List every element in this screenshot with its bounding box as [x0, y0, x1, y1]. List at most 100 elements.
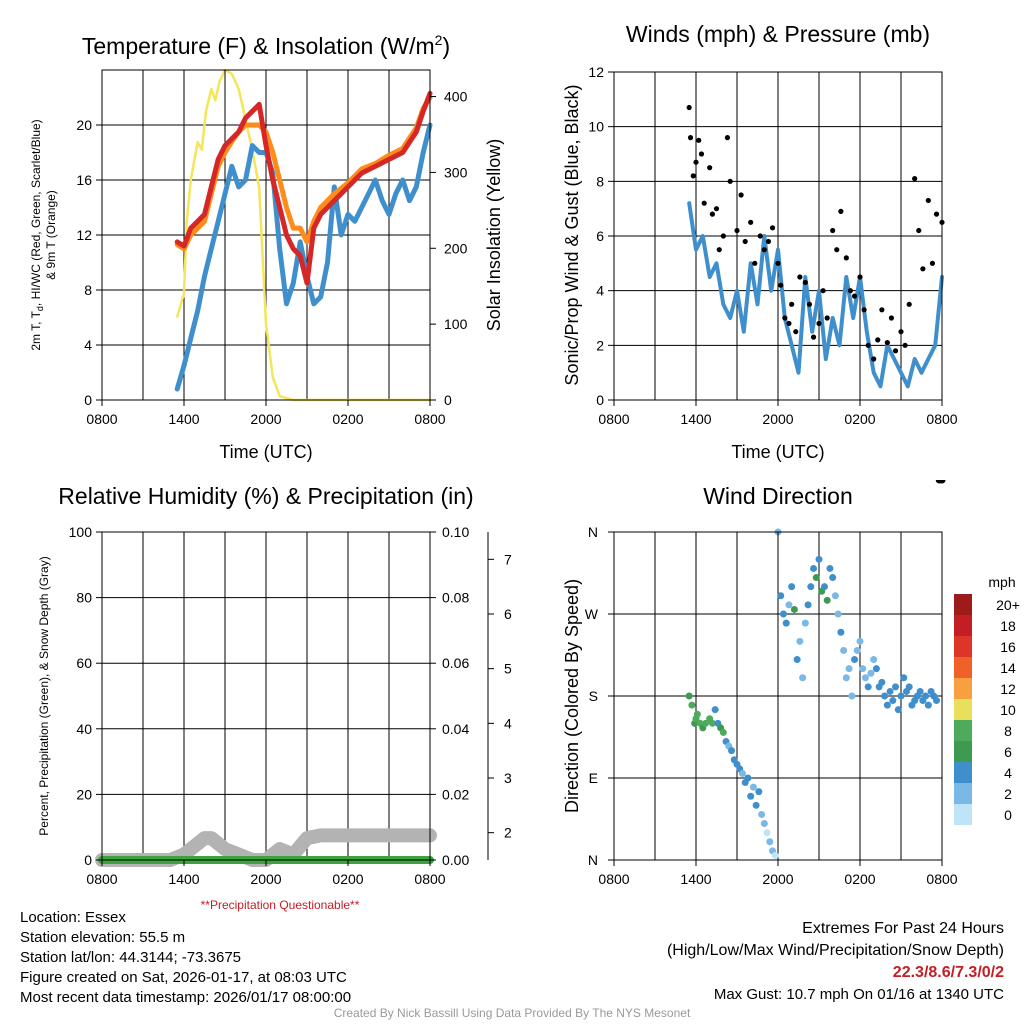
- y3-tick-label: 2.0: [504, 825, 512, 841]
- gust-point: [786, 320, 792, 327]
- direction-point: [837, 628, 845, 636]
- direction-point: [702, 719, 710, 727]
- direction-point: [738, 769, 746, 777]
- x-tick-label: 1400: [680, 411, 711, 427]
- gust-point: [778, 282, 784, 288]
- gust-point: [824, 315, 830, 321]
- colorbar-swatch: [954, 636, 972, 657]
- gust-point: [709, 211, 715, 217]
- station-info: Location: Essex Station elevation: 55.5 …: [20, 908, 351, 1008]
- colorbar-swatch: [954, 678, 972, 699]
- y-tick-label: 16: [76, 172, 92, 188]
- direction-point: [823, 596, 831, 604]
- wind-direction-ylabel: Direction (Colored By Speed): [562, 579, 582, 813]
- direction-point: [755, 788, 763, 796]
- direction-point: [831, 592, 839, 600]
- y-tick-label: 0: [84, 392, 92, 408]
- gust-point: [871, 356, 877, 362]
- direction-point: [856, 637, 864, 645]
- y3-tick-label: 6.0: [504, 606, 512, 622]
- y-tick-label: 8: [84, 282, 92, 298]
- colorbar-swatch: [954, 720, 972, 741]
- gust-point: [902, 342, 908, 348]
- direction-point: [845, 665, 853, 673]
- y-tick-label: 10: [588, 119, 604, 135]
- series-wind-speed: [687, 201, 944, 389]
- x-tick-label: 1400: [168, 871, 199, 887]
- y-tick-label: 12: [76, 227, 92, 243]
- gust-point: [847, 288, 854, 294]
- series-2m-temperature: [174, 90, 433, 286]
- winds-xlabel: Time (UTC): [731, 442, 824, 462]
- x-tick-label: 0800: [414, 411, 445, 427]
- gust-point: [929, 260, 936, 266]
- direction-point: [810, 564, 818, 572]
- colorbar-label: 18: [1000, 618, 1016, 634]
- temperature-ylabel-right: Solar Insolation (Yellow): [484, 139, 504, 331]
- x-tick-label: 0200: [844, 411, 875, 427]
- y-tick-label: 60: [76, 655, 92, 671]
- gust-point: [861, 307, 867, 313]
- gust-point: [793, 329, 799, 335]
- direction-point: [905, 683, 913, 691]
- gust-point: [898, 329, 904, 335]
- gust-point: [775, 260, 781, 266]
- x-tick-label: 2000: [762, 411, 793, 427]
- y-tick-label: 20: [76, 117, 92, 133]
- colorbar-label: 10: [1000, 702, 1016, 718]
- gust-point: [884, 340, 890, 346]
- y2-tick-label: 0.00: [442, 852, 469, 868]
- gust-point: [820, 288, 826, 294]
- temperature-chart: Temperature (F) & Insolation (W/m2) Time…: [29, 32, 504, 462]
- direction-point: [886, 687, 894, 695]
- direction-point: [878, 678, 886, 686]
- temperature-ylabel-line1: 2m T, Td, HI/WC (Red, Green, Scarlet/Blu…: [29, 119, 45, 350]
- x-tick-label: 0800: [598, 871, 629, 887]
- winds-chart-title: Winds (mph) & Pressure (mb): [626, 21, 930, 47]
- gust-point: [720, 233, 726, 239]
- temperature-chart-title: Temperature (F) & Insolation (W/m2): [82, 32, 450, 59]
- station-location: Location: Essex: [20, 909, 126, 926]
- gust-point: [724, 135, 731, 141]
- gust-point: [693, 159, 699, 165]
- direction-point: [782, 619, 790, 627]
- direction-point: [728, 747, 736, 755]
- y-tick-label: 20: [76, 786, 92, 802]
- gust-point: [713, 206, 720, 212]
- gust-point: [916, 227, 922, 234]
- gust-point: [888, 315, 895, 321]
- footer-credit: Created By Nick Bassill Using Data Provi…: [333, 1006, 691, 1020]
- direction-point: [804, 601, 812, 609]
- direction-point: [801, 619, 809, 627]
- direction-point: [771, 851, 779, 859]
- x-tick-label: 0800: [926, 411, 957, 427]
- extremes-values: 22.3/8.6/7.3/0/2: [892, 964, 1004, 981]
- station-latlon: Station lat/lon: 44.3144; -73.3675: [20, 949, 242, 966]
- extremes-box: Extremes For Past 24 Hours (High/Low/Max…: [667, 918, 1004, 1006]
- y-tick-label: W: [585, 606, 599, 622]
- direction-point: [711, 706, 719, 714]
- direction-point: [790, 605, 798, 613]
- gust-point: [696, 137, 702, 143]
- colorbar-label: 4: [1004, 765, 1012, 781]
- direction-point: [922, 692, 930, 700]
- gust-point: [701, 200, 707, 206]
- gust-point: [742, 238, 748, 245]
- direction-point: [777, 592, 785, 600]
- y2-tick-label: 0: [444, 392, 452, 408]
- y2-tick-label: 300: [444, 164, 468, 180]
- y-tick-label: N: [588, 524, 598, 540]
- gust-point: [875, 337, 881, 343]
- colorbar-label: 16: [1000, 639, 1016, 655]
- direction-point: [766, 838, 774, 846]
- colorbar-swatch: [954, 657, 972, 678]
- y2-tick-label: 0.08: [442, 590, 469, 606]
- plot-frame: [101, 531, 431, 861]
- y-tick-label: 12: [588, 64, 604, 80]
- colorbar-label: 12: [1000, 681, 1016, 697]
- x-tick-label: 0800: [414, 871, 445, 887]
- direction-point: [851, 656, 859, 664]
- gust-point: [761, 247, 767, 253]
- gust-point: [734, 227, 740, 234]
- wind-direction-chart: Wind Direction Direction (Colored By Spe…: [562, 480, 1020, 887]
